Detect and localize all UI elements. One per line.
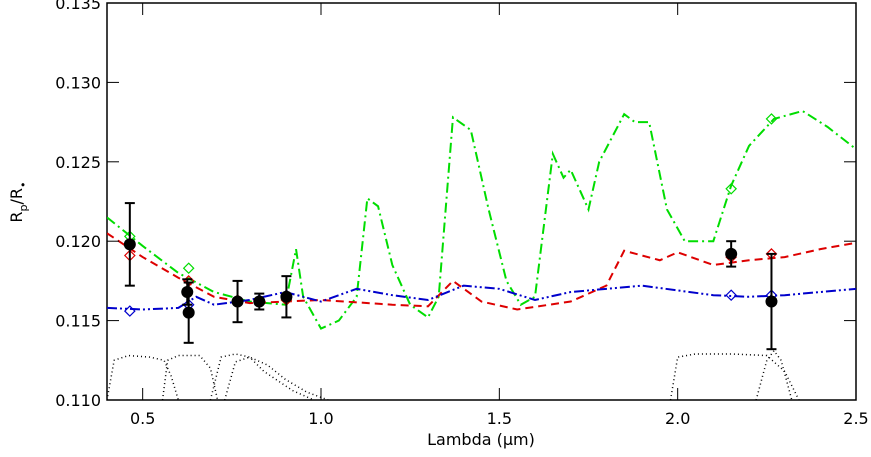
data-point [231,295,244,308]
y-tick-label: 0.115 [55,312,101,331]
y-tick-label: 0.120 [55,232,101,251]
x-tick-label: 2.5 [843,409,868,428]
x-axis-label: Lambda (μm) [427,430,535,449]
model-line [107,284,856,311]
data-point [182,306,195,319]
x-tick-label: 2.0 [665,409,690,428]
data-point [181,286,194,299]
y-tick-label: 0.135 [55,0,101,13]
model-line [755,349,793,400]
data-point [765,295,778,308]
y-tick-label: 0.110 [55,391,101,410]
x-tick-label: 1.0 [308,409,333,428]
x-tick-label: 0.5 [130,409,155,428]
model-line [107,232,856,311]
model-point [182,262,195,275]
plot-frame [106,2,857,401]
model-line [223,356,329,400]
plot-area [107,109,856,400]
y-axis-label: Rp/R• [7,181,30,222]
x-tick-label: 1.5 [487,409,512,428]
model-point [765,113,778,125]
model-point [725,289,738,302]
model-line [107,109,856,330]
model-line [161,354,219,400]
y-tick-label: 0.125 [55,153,101,172]
data-point [253,295,266,308]
y-tick-label: 0.130 [55,73,101,92]
model-point [725,182,738,195]
model-line [209,353,315,400]
model-line [107,354,180,400]
model-point [123,305,136,317]
data-point [123,238,136,251]
data-point [280,290,293,303]
data-point [725,247,738,260]
model-line [669,353,800,400]
